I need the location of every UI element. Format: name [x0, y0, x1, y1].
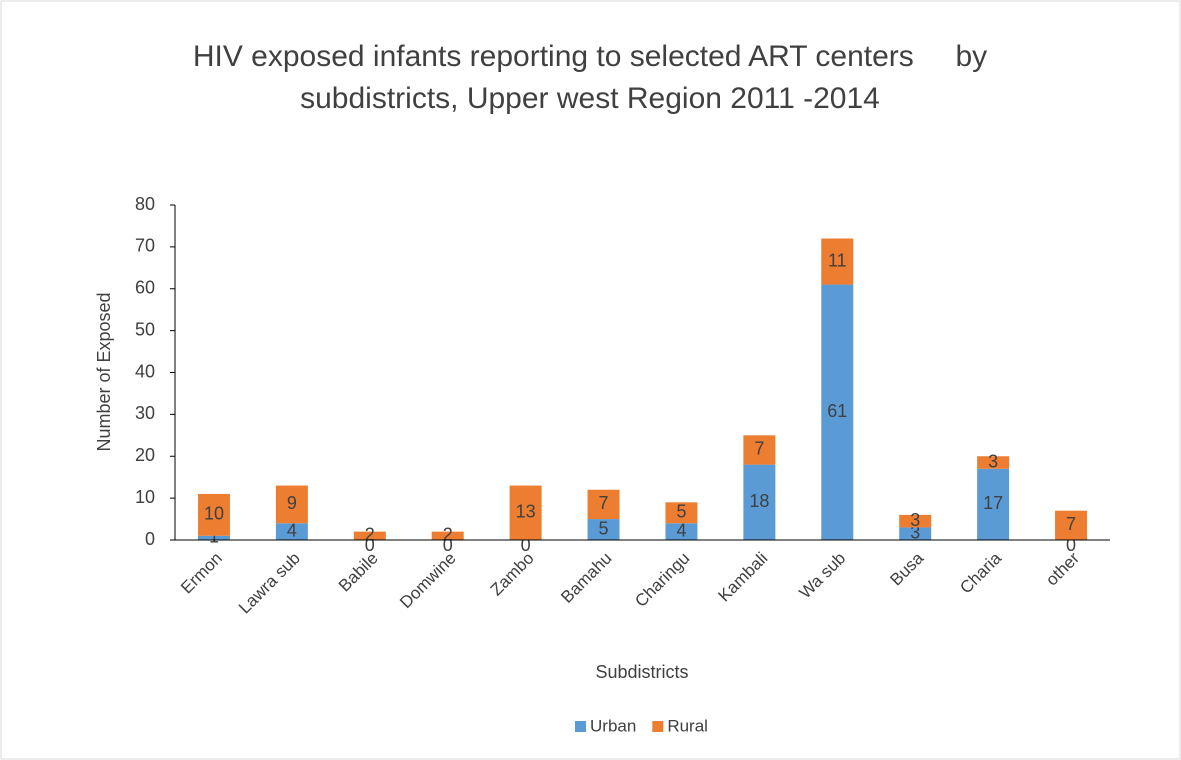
- y-tick-label: 50: [135, 319, 155, 339]
- data-label: 4: [287, 520, 297, 540]
- legend-label: Urban: [590, 716, 636, 735]
- legend-label: Rural: [667, 716, 708, 735]
- data-label: 3: [910, 510, 920, 530]
- y-tick-label: 80: [135, 194, 155, 214]
- y-tick-label: 70: [135, 236, 155, 256]
- y-tick-label: 20: [135, 445, 155, 465]
- y-tick-label: 10: [135, 487, 155, 507]
- data-label: 2: [365, 525, 375, 545]
- legend-swatch: [652, 721, 663, 732]
- data-label: 10: [204, 504, 224, 524]
- data-label: 3: [988, 451, 998, 471]
- data-label: 7: [599, 493, 609, 513]
- data-label: 13: [516, 502, 536, 522]
- y-tick-label: 0: [145, 529, 155, 549]
- data-label: 18: [749, 491, 769, 511]
- page: Number of Exposed Subdistricts 0 10 20 30 40…: [0, 0, 1181, 760]
- data-label: 7: [754, 439, 764, 459]
- chart-title: HIV exposed infants reporting to selecte…: [150, 36, 1030, 120]
- y-tick-label: 40: [135, 361, 155, 381]
- data-label: 17: [983, 493, 1003, 513]
- y-tick-label: 60: [135, 278, 155, 298]
- y-axis-title: Number of Exposed: [94, 292, 114, 451]
- legend-swatch: [575, 721, 586, 732]
- data-label: 5: [676, 502, 686, 522]
- data-label: 2: [443, 525, 453, 545]
- x-axis-title: Subdistricts: [595, 662, 688, 682]
- data-label: 61: [827, 401, 847, 421]
- data-label: 9: [287, 493, 297, 513]
- data-label: 11: [828, 250, 847, 270]
- data-label: 4: [676, 520, 686, 540]
- data-label: 7: [1066, 514, 1076, 534]
- data-label: 5: [599, 518, 609, 538]
- y-tick-label: 30: [135, 403, 155, 423]
